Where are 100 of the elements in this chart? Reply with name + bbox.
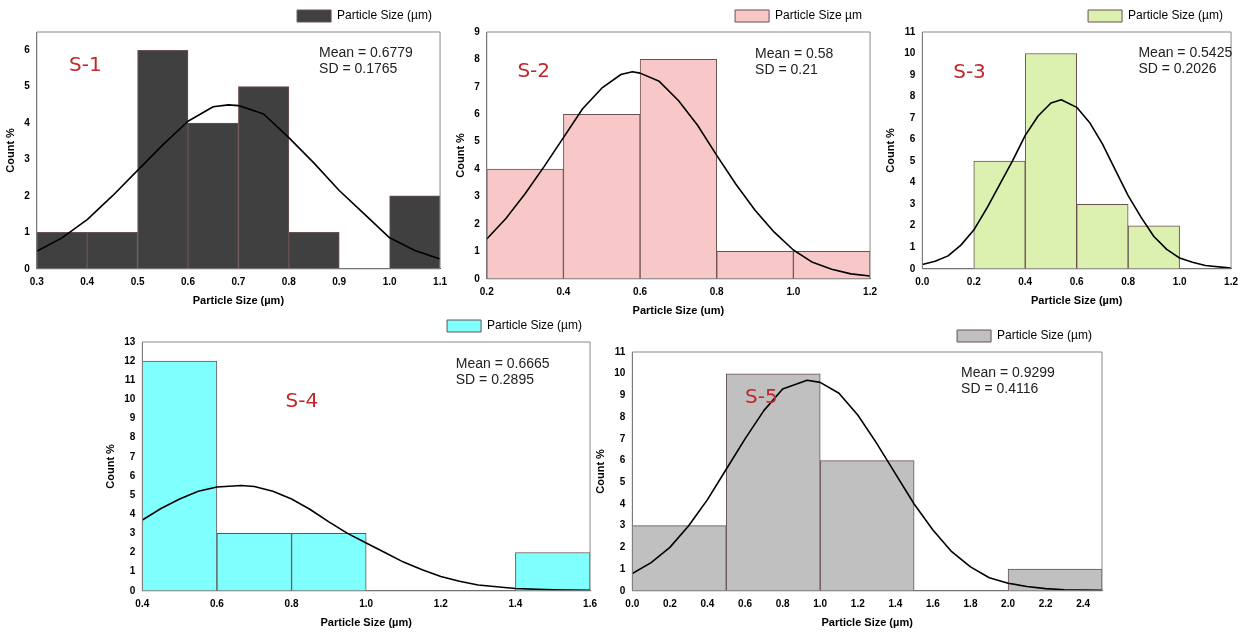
y-tick-label: 8 [474,53,481,65]
legend-label: Particle Size (µm) [1128,8,1224,23]
x-tick-label: 0.4 [556,285,571,297]
y-axis-title: Count % [3,127,16,173]
x-tick-label: 0.4 [700,597,715,609]
y-tick-label: 4 [909,176,916,188]
annotation: S-1 [69,51,102,76]
x-tick-label: 1.0 [359,597,374,609]
x-tick-label: 2.2 [1038,597,1054,609]
y-tick-label: 13 [124,335,136,347]
legend-label: Particle Size µm [775,8,862,23]
y-tick-label: 5 [24,80,31,92]
y-tick-label: 6 [129,469,136,481]
y-tick-label: 0 [909,262,916,274]
y-tick-label: 3 [619,519,626,531]
x-tick-label: 1.0 [813,597,828,609]
y-tick-label: 11 [904,25,916,37]
y-tick-label: 10 [124,393,136,405]
y-tick-label: 4 [129,508,136,519]
y-tick-label: 2 [474,217,481,229]
y-tick-label: 5 [909,154,916,166]
x-tick-label: 1.0 [786,285,801,297]
x-tick-label: 1.1 [433,275,448,287]
x-tick-label: 0.6 [738,597,753,609]
y-tick-label: 0 [129,584,136,596]
x-axis-title: Particle Size (µm) [821,616,914,629]
x-tick-label: 0.3 [29,275,45,287]
y-tick-label: 7 [909,111,916,123]
x-tick-label: 1.6 [925,597,941,609]
x-tick-label: 1.4 [888,597,903,609]
y-tick-label: 11 [124,374,136,386]
y-tick-label: 4 [619,497,626,509]
annotation: Mean = 0.9299 [961,364,1056,381]
x-tick-label: 0.4 [80,275,95,287]
x-tick-label: 1.8 [963,597,978,609]
y-axis-title: Count % [593,448,606,494]
x-tick-label: 0.4 [135,597,150,609]
y-tick-label: 3 [474,190,481,202]
y-tick-label: 1 [909,241,916,253]
y-tick-label: 1 [24,226,31,238]
x-tick-label: 0.2 [966,275,982,287]
x-tick-label: 0.8 [1121,275,1136,287]
x-tick-label: 0.6 [633,285,648,297]
y-tick-label: 0 [24,262,31,274]
x-tick-label: 2.0 [1001,597,1016,609]
y-tick-label: 6 [619,454,626,466]
y-tick-label: 3 [129,527,136,539]
x-tick-label: 1.2 [1224,275,1239,287]
y-tick-label: 10 [904,47,916,59]
y-tick-label: 9 [619,389,626,401]
x-tick-label: 0.8 [284,597,299,609]
x-tick-label: 0.7 [231,275,246,287]
x-tick-label: 2.4 [1076,597,1091,609]
x-axis-title: Particle Size (µm) [320,616,413,629]
x-tick-label: 0.8 [709,285,725,297]
y-tick-label: 9 [474,25,481,37]
annotation: S-4 [285,387,319,412]
x-tick-label: 0.9 [332,275,347,287]
y-tick-label: 1 [129,565,136,577]
y-tick-label: 6 [909,133,916,145]
x-tick-label: 0.6 [209,597,225,609]
x-tick-label: 1.0 [382,275,398,287]
y-tick-label: 3 [909,197,916,209]
y-tick-label: 9 [129,412,136,424]
annotation: Mean = 0.58 [755,44,834,61]
y-tick-label: 7 [474,80,481,92]
y-tick-label: 4 [474,162,481,174]
y-axis-title: Count % [453,132,466,178]
x-tick-label: 1.2 [433,597,449,609]
x-tick-label: 0.8 [775,597,791,609]
x-axis-title: Particle Size (um) [632,304,725,317]
y-tick-label: 6 [474,108,481,120]
y-tick-label: 6 [24,43,31,55]
x-tick-label: 0.6 [181,275,196,287]
y-tick-label: 5 [619,476,626,487]
annotation: Mean = 0.5425 [1138,44,1233,61]
y-tick-label: 7 [619,432,626,444]
y-tick-label: 2 [24,189,31,201]
x-tick-label: 0.5 [130,275,145,287]
y-tick-label: 5 [474,135,481,147]
y-tick-label: 8 [129,431,136,443]
x-tick-label: 0.0 [625,597,640,609]
annotation: SD = 0.1765 [319,60,398,77]
y-tick-label: 11 [614,345,626,357]
annotation: Mean = 0.6779 [319,44,414,61]
legend-label: Particle Size (µm) [487,318,583,333]
x-tick-label: 1.4 [508,597,523,609]
x-tick-label: 0.0 [915,275,930,287]
x-axis-title: Particle Size (µm) [192,294,285,307]
y-tick-label: 0 [619,584,626,596]
y-tick-label: 1 [474,245,481,257]
legend-label: Particle Size (µm) [997,328,1093,343]
annotation: S-5 [745,384,778,409]
y-tick-label: 8 [909,90,916,102]
x-axis-title: Particle Size (µm) [1031,294,1123,307]
x-tick-label: 1.6 [583,597,598,609]
annotation: S-2 [517,57,551,82]
y-tick-label: 2 [129,546,136,558]
y-tick-label: 4 [24,116,31,128]
y-tick-label: 9 [909,68,916,80]
